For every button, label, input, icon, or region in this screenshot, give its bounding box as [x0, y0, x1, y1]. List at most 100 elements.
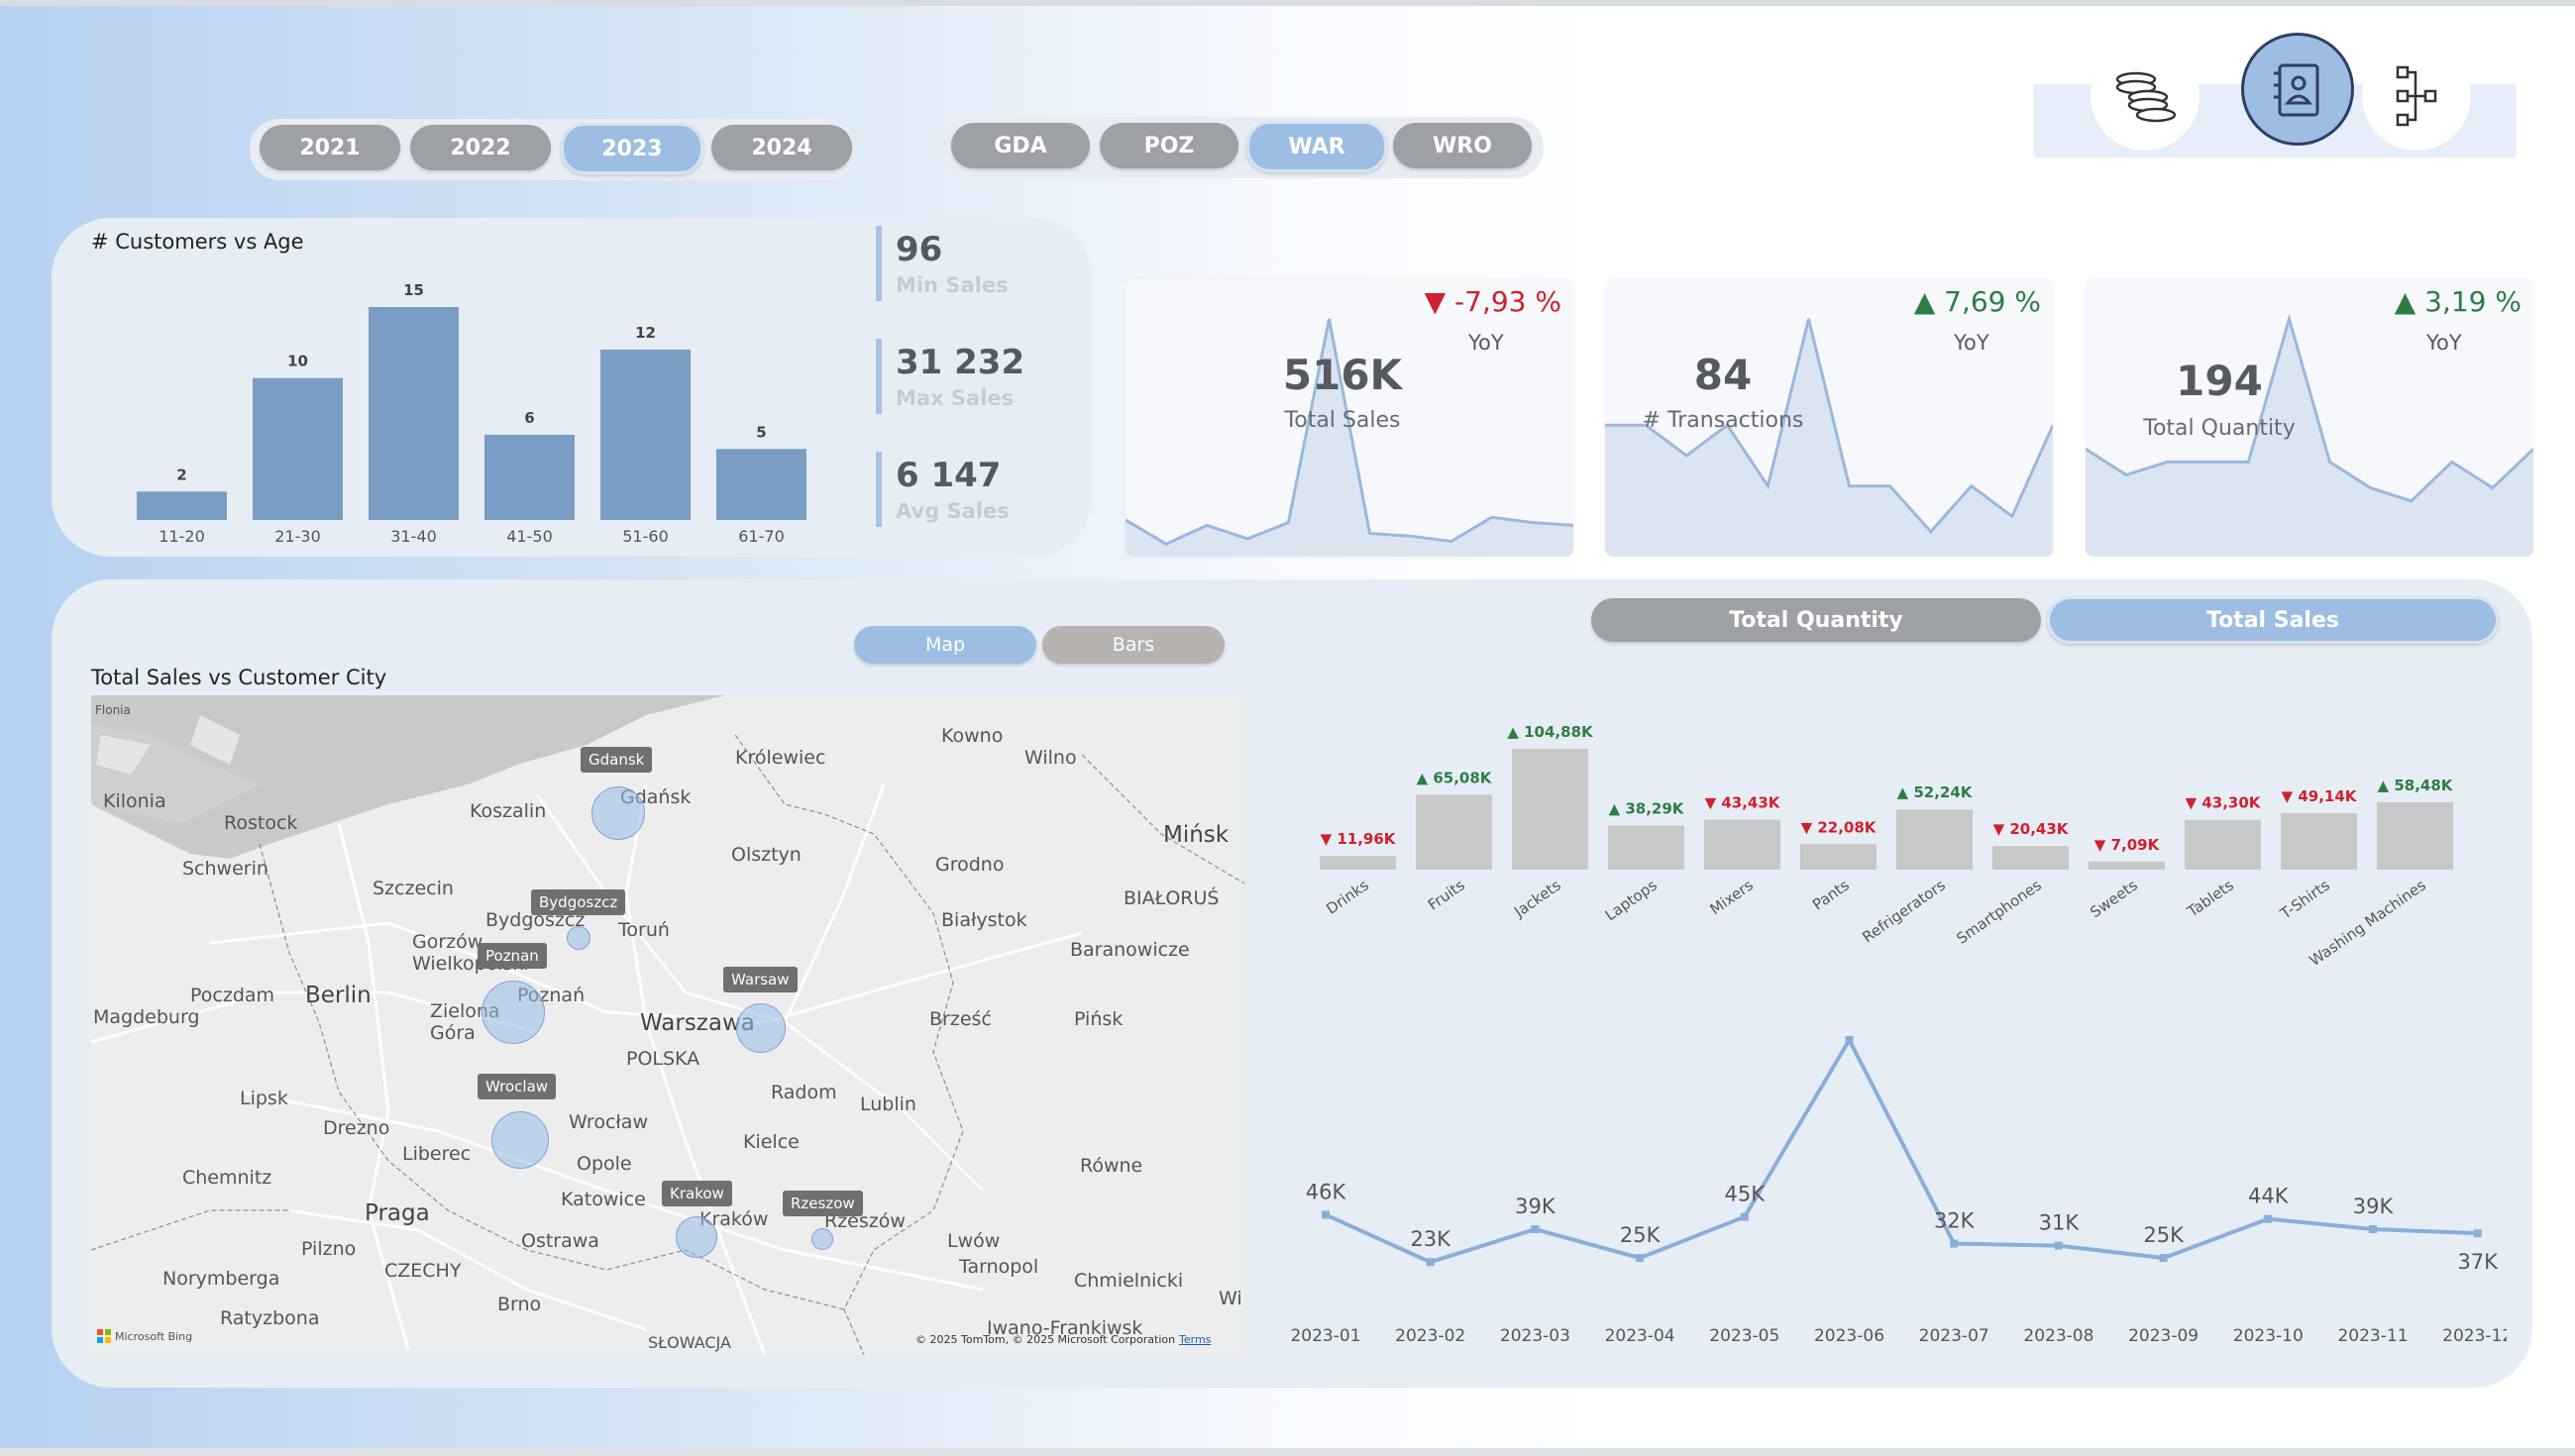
monthly-point [1950, 1239, 1959, 1248]
hierarchy-icon[interactable] [2362, 42, 2471, 151]
total-sales-button[interactable]: Total Sales [2047, 596, 2499, 644]
map-place: Wi [1219, 1288, 1242, 1309]
age-tick-label: 51-60 [622, 527, 669, 546]
monthly-data-label: 45K [1725, 1183, 1767, 1206]
category-bar [1896, 809, 1973, 870]
city-war-button[interactable]: WAR [1246, 121, 1387, 172]
city-gda-button[interactable]: GDA [951, 123, 1090, 168]
category-bar-label: ▼ 43,30K [2186, 794, 2262, 812]
map-place: Praga [365, 1200, 430, 1226]
monthly-data-label: 31K [2039, 1211, 2081, 1235]
wroclaw-label: Wroclaw [478, 1074, 557, 1099]
monthly-data-label: 39K [1515, 1195, 1556, 1218]
bars-view-button[interactable]: Bars [1042, 626, 1225, 664]
map-place: Lwów [947, 1230, 1001, 1252]
total-sales-value: 516K [1282, 351, 1403, 399]
category-bar-label: ▲ 38,29K [1609, 799, 1685, 817]
age-bar [716, 449, 806, 520]
age-tick-label: 21-30 [274, 527, 321, 546]
total-sales-label: Total Sales [1284, 408, 1401, 433]
map-place: POLSKA [626, 1048, 700, 1070]
month-tick-label: 2023-07 [1919, 1326, 1989, 1346]
wroclaw-bubble[interactable] [491, 1111, 549, 1169]
warsaw-bubble[interactable] [736, 1003, 786, 1053]
age-bar [137, 491, 227, 520]
age-bar-label: 5 [756, 423, 766, 441]
total-quantity-button[interactable]: Total Quantity [1591, 598, 2041, 642]
category-bar-label: ▼ 20,43K [1993, 820, 2070, 838]
map-place: Flonia [95, 703, 131, 717]
map-place: Lipsk [240, 1088, 288, 1109]
monthly-point [2264, 1214, 2273, 1223]
map-place: Lublin [860, 1093, 916, 1115]
year-2022-button[interactable]: 2022 [410, 125, 551, 170]
map-place: Opole [577, 1153, 632, 1175]
monthly-point [2369, 1225, 2377, 1234]
map-place: Olsztyn [731, 844, 802, 866]
map-terms-link[interactable]: Terms [1179, 1333, 1212, 1346]
max-sales-bar [876, 339, 882, 414]
category-bar-chart: ▼ 11,96K Drinks ▲ 65,08K Fruits ▲ 104,88K Jac… [1320, 723, 2454, 970]
category-tick-label: T-Shirts [2277, 876, 2333, 923]
krakow-bubble[interactable] [676, 1216, 717, 1258]
map-place: Poczdam [190, 985, 275, 1006]
category-bar [1320, 856, 1396, 870]
monthly-data-label: 46K [1306, 1180, 1347, 1203]
map-place: Pilzno [301, 1238, 357, 1260]
age-tick-label: 31-40 [390, 527, 437, 546]
month-tick-label: 2023-06 [1814, 1326, 1884, 1346]
map-place: Brześć [929, 1008, 992, 1030]
year-2024-button[interactable]: 2024 [711, 125, 852, 170]
gdansk-bubble[interactable] [591, 786, 645, 840]
category-bar [1992, 846, 2069, 870]
bydgoszcz-label: Bydgoszcz [531, 889, 626, 915]
sparkline-line [1605, 318, 2053, 534]
age-chart-title: # Customers vs Age [91, 230, 304, 254]
year-2023-button[interactable]: 2023 [561, 123, 703, 174]
monthly-data-label: 39K [2353, 1195, 2395, 1218]
bottom-border [0, 1448, 2575, 1456]
monthly-data-label: 25K [1620, 1223, 1662, 1247]
category-bar [2089, 861, 2165, 870]
age-bar-label: 6 [524, 409, 534, 427]
year-2021-button[interactable]: 2021 [260, 125, 400, 170]
poznan-bubble[interactable] [482, 981, 545, 1044]
poznan-label: Poznan [478, 943, 547, 969]
category-bar [1416, 794, 1492, 870]
sparkline-line [2086, 313, 2533, 503]
category-bar [2377, 801, 2453, 870]
krakow-label: Krakow [662, 1181, 732, 1206]
map-place: Berlin [305, 983, 372, 1008]
monthly-data-label: 32K [1934, 1209, 1976, 1233]
coins-icon[interactable] [2091, 42, 2199, 151]
min-sales-value: 96 [896, 230, 943, 269]
category-tick-label: Sweets [2087, 876, 2141, 921]
map-place: Zielona Góra [430, 1000, 500, 1044]
map-visual[interactable]: Flonia Kilonia Rostock Koszalin Gdańsk K… [91, 695, 1244, 1355]
max-sales-value: 31 232 [896, 343, 1025, 382]
contact-card-icon[interactable] [2241, 33, 2354, 146]
quantity-label: Total Quantity [2143, 416, 2296, 441]
rzeszow-bubble[interactable] [811, 1228, 833, 1250]
map-place: Kielce [743, 1131, 800, 1153]
map-place: Drezno [323, 1117, 390, 1139]
bydgoszcz-bubble[interactable] [567, 926, 590, 950]
map-place: Rostock [224, 812, 298, 834]
warsaw-label: Warsaw [723, 967, 798, 992]
map-place: SŁOWACJA [648, 1333, 731, 1352]
map-place: Kowno [941, 725, 1004, 747]
month-tick-label: 2023-09 [2128, 1326, 2199, 1346]
city-poz-button[interactable]: POZ [1100, 123, 1238, 168]
map-place: Białystok [941, 909, 1027, 931]
monthly-point [2159, 1254, 2168, 1263]
category-bar-label: ▲ 58,48K [2378, 777, 2454, 794]
map-place: Warszawa [640, 1010, 755, 1036]
category-bar [1608, 825, 1684, 870]
city-wro-button[interactable]: WRO [1393, 123, 1532, 168]
month-tick-label: 2023-03 [1500, 1326, 1570, 1346]
age-bar-label: 15 [403, 281, 424, 299]
avg-sales-value: 6 147 [896, 456, 1002, 495]
map-view-button[interactable]: Map [854, 626, 1036, 664]
age-tick-label: 61-70 [738, 527, 785, 546]
map-place: Iwano-Frankiwsk [987, 1317, 1143, 1339]
